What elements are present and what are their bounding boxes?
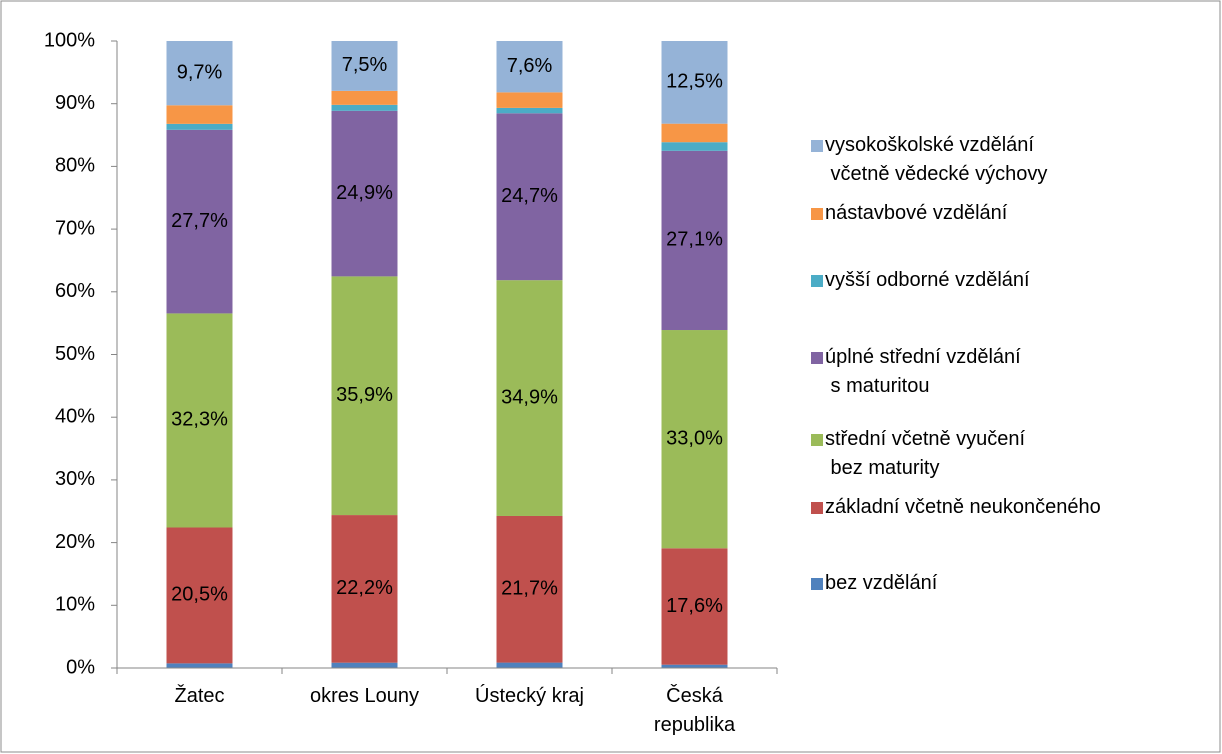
data-label: 7,6% [507,55,553,77]
legend-label: úplné střední vzdělání s maturitou [825,346,1021,397]
legend-label: základní včetně neukončeného [825,496,1101,518]
legend-swatch [811,578,823,590]
y-tick-label: 50% [55,343,95,365]
data-label: 7,5% [342,54,388,76]
bar-segment [496,107,563,114]
legend-label: střední včetně vyučení bez maturity [825,428,1026,479]
data-label: 21,7% [501,578,558,600]
bar-segment [166,129,233,314]
y-tick-label: 90% [55,92,95,114]
y-tick-label: 10% [55,594,95,616]
data-label: 17,6% [666,595,723,617]
legend-swatch [811,140,823,152]
legend-label: bez vzdělání [825,572,938,594]
bar-segment [496,515,563,663]
bar-segment [166,105,233,124]
legend-swatch [811,502,823,514]
y-tick-label: 30% [55,468,95,490]
data-label: 27,7% [171,210,228,232]
x-tick-label: Ústecký kraj [475,685,584,707]
legend-label: nástavbové vzdělání [825,202,1008,224]
legend-swatch [811,434,823,446]
bar-segment [661,664,728,668]
data-label: 24,9% [336,182,393,204]
data-label: 32,3% [171,409,228,431]
bar-segment [331,104,398,111]
x-tick-label: okres Louny [310,685,419,707]
bar-segment [661,41,728,124]
bar-segment [496,92,563,108]
y-tick-label: 40% [55,405,95,427]
data-label: 9,7% [177,61,223,83]
legend-label: vysokoškolské vzdělání včetně vědecké vý… [825,134,1048,185]
legend-swatch [811,352,823,364]
bar-segment [166,527,233,664]
y-tick-label: 60% [55,280,95,302]
bar-segment [166,663,233,668]
data-label: 20,5% [171,584,228,606]
data-label: 27,1% [666,229,723,251]
data-label: 34,9% [501,386,558,408]
y-tick-label: 0% [66,656,95,678]
bar-segment [331,662,398,668]
bar-segment [661,548,728,665]
legend-swatch [811,208,823,220]
bar-segment [331,110,398,277]
x-tick-label: Žatec [174,685,225,707]
bar-segment [496,41,563,93]
y-tick-label: 70% [55,217,95,239]
bar-segment [661,330,728,549]
y-tick-label: 80% [55,155,95,177]
bar-segment [331,276,398,516]
x-tick-label: Česká republika [653,685,736,736]
legend-swatch [811,275,823,287]
bar-segment [661,150,728,331]
bar-segment [331,515,398,663]
data-label: 33,0% [666,427,723,449]
bar-segment [496,113,563,281]
bar-segment [496,662,563,668]
bar-segment [331,90,398,105]
bar-segment [496,280,563,516]
data-label: 35,9% [336,384,393,406]
data-label: 24,7% [501,185,558,207]
legend-label: vyšší odborné vzdělání [825,269,1030,291]
bar-segment [661,142,728,151]
y-tick-label: 100% [44,29,95,51]
bar-segment [331,41,398,91]
data-label: 12,5% [666,71,723,93]
bar-segment [166,41,233,106]
data-label: 22,2% [336,577,393,599]
y-tick-label: 20% [55,531,95,553]
bar-segment [166,123,233,130]
bar-segment [166,313,233,528]
bar-segment [661,123,728,143]
